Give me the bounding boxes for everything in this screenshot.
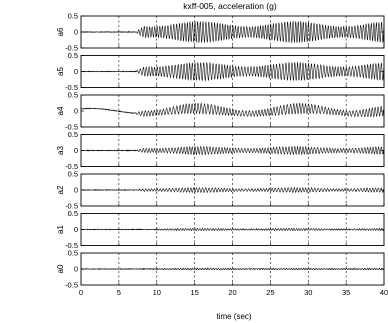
y-tick-label: 0 [74, 107, 78, 116]
x-tick-label: 40 [380, 288, 388, 297]
panel-a1: 0.5 0 -0.5a1 [56, 209, 385, 250]
y-tick-label: 0.5 [68, 209, 78, 218]
y-tick-label: -0.5 [65, 83, 78, 92]
signal-line-a6 [80, 20, 385, 44]
signal-line-a3 [80, 145, 385, 156]
y-axis-label-a6: a6 [56, 27, 65, 36]
y-tick-label: -0.5 [65, 44, 78, 53]
panel-a2: 0.5 0 -0.5a2 [56, 170, 385, 211]
y-axis-label-a5: a5 [56, 67, 65, 76]
x-tick-label: 20 [228, 288, 236, 297]
y-tick-label: 0.5 [68, 91, 78, 100]
x-tick-label: 15 [190, 288, 198, 297]
y-tick-label: 0 [74, 225, 78, 234]
y-axis-label-a1: a1 [56, 225, 65, 234]
y-tick-label: 0 [74, 28, 78, 37]
signal-line-a2 [80, 186, 385, 194]
x-tick-label: 10 [153, 288, 161, 297]
y-tick-label: 0.5 [68, 170, 78, 179]
y-tick-label: -0.5 [65, 202, 78, 211]
x-tick-label: 25 [266, 288, 274, 297]
y-axis-label-a2: a2 [56, 185, 65, 194]
y-tick-label: -0.5 [65, 123, 78, 132]
panel-a6: 0.5 0 -0.5a6 [56, 12, 385, 53]
signal-line-a0 [80, 267, 385, 271]
y-tick-label: 0.5 [68, 51, 78, 60]
y-tick-label: -0.5 [65, 162, 78, 171]
y-axis-label-a4: a4 [56, 106, 65, 115]
signal-line-a5 [80, 61, 385, 82]
y-tick-label: 0 [74, 265, 78, 274]
x-tick-label: 5 [117, 288, 121, 297]
y-tick-label: 0.5 [68, 130, 78, 139]
panel-a4: 0.5 0 -0.5a4 [56, 91, 385, 132]
panel-a5: 0.5 0 -0.5a5 [56, 51, 385, 92]
signal-line-a4 [80, 102, 385, 118]
x-axis-label: time (sec) [216, 312, 251, 321]
x-tick-label: 30 [304, 288, 312, 297]
y-tick-label: 0.5 [68, 12, 78, 21]
y-tick-label: 0.5 [68, 249, 78, 258]
y-axis-label-a0: a0 [56, 264, 65, 273]
y-tick-label: -0.5 [65, 281, 78, 290]
panel-a0: 0.5 0 -0.5a0 [56, 249, 385, 290]
y-tick-label: -0.5 [65, 241, 78, 250]
y-tick-label: 0 [74, 146, 78, 155]
panel-a3: 0.5 0 -0.5a3 [56, 130, 385, 171]
figure-title: kxff-005, acceleration (g) [183, 1, 277, 11]
signal-line-a1 [80, 227, 385, 232]
x-tick-label: 35 [342, 288, 350, 297]
y-tick-label: 0 [74, 67, 78, 76]
y-axis-label-a3: a3 [56, 146, 65, 155]
y-tick-label: 0 [74, 186, 78, 195]
x-tick-label: 0 [79, 288, 83, 297]
panels-group: 0.50-0.5a60.50-0.5a50.50-0.5a40.50-0.5a3… [56, 12, 388, 297]
